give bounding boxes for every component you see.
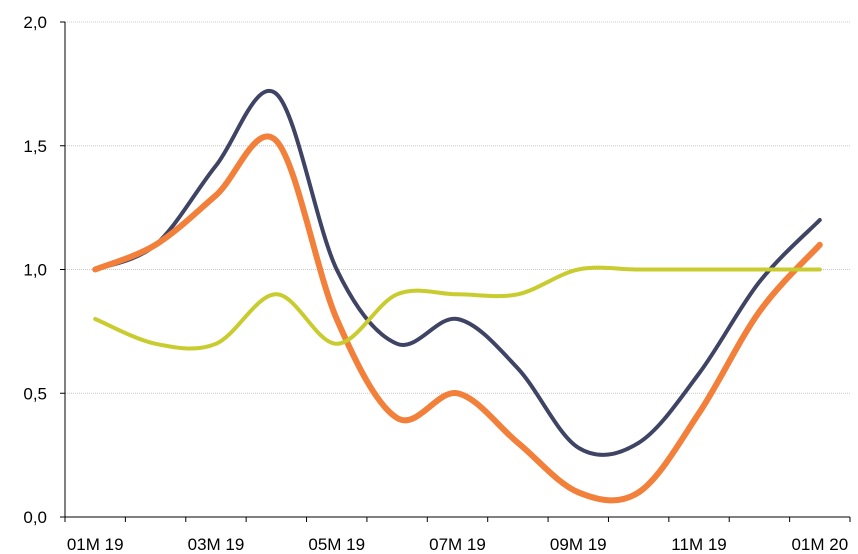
x-tick-label: 07M 19 [429, 535, 486, 554]
tick-labels: 0,0 0,5 1,0 1,5 2,0 01M 19 03M 19 05M 19 07M 19 0… [23, 13, 848, 554]
series-line-1 [93, 89, 822, 457]
y-tick-label: 0,5 [23, 384, 47, 403]
x-tick-label: 03M 19 [188, 535, 245, 554]
series-line-3 [93, 265, 822, 351]
series-line-2 [92, 133, 823, 504]
grid-lines [65, 21, 850, 394]
y-tick-label: 2,0 [23, 13, 47, 32]
y-tick-label: 1,5 [23, 137, 47, 156]
x-tick-label: 11M 19 [671, 535, 726, 554]
x-tick-label: 05M 19 [308, 535, 365, 554]
y-tick-label: 0,0 [23, 508, 47, 527]
axes [60, 21, 851, 522]
y-tick-label: 1,0 [23, 261, 47, 280]
x-tick-label: 09M 19 [550, 535, 607, 554]
x-tick-label: 01M 20 [791, 535, 848, 554]
x-tick-label: 01M 19 [67, 535, 124, 554]
series-lines [92, 89, 823, 504]
